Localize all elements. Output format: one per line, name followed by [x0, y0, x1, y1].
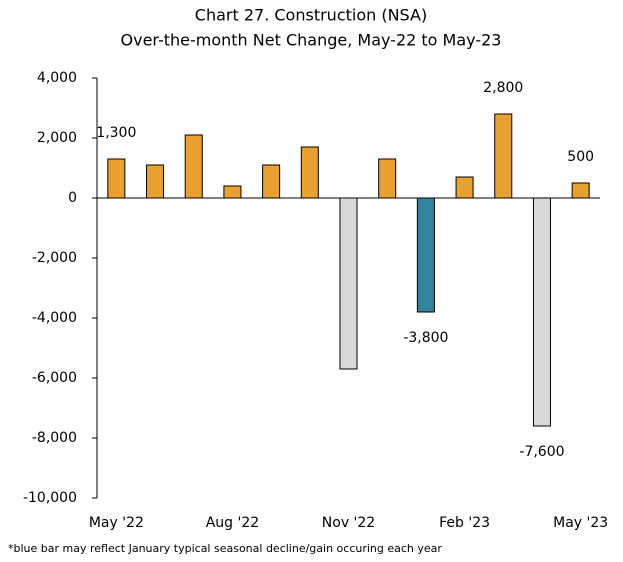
- data-label: -3,800: [403, 330, 448, 346]
- bar: [300, 146, 319, 199]
- chart-subtitle: Over-the-month Net Change, May-22 to May…: [121, 31, 502, 50]
- y-tick-label: -4,000: [32, 310, 77, 326]
- data-label: 1,300: [96, 125, 136, 141]
- bar: [107, 158, 126, 199]
- y-tick-label: 0: [68, 190, 77, 206]
- bar: [571, 182, 590, 199]
- y-tick-label: -10,000: [23, 490, 77, 506]
- bar: [223, 185, 242, 199]
- bar: [378, 158, 397, 199]
- x-tick-label: May '22: [89, 515, 144, 531]
- x-tick-label: Nov '22: [322, 515, 375, 531]
- bar: [532, 197, 551, 427]
- y-tick-label: 4,000: [37, 70, 77, 86]
- bar: [262, 164, 281, 199]
- x-tick-label: Feb '23: [439, 515, 490, 531]
- bar: [146, 164, 165, 199]
- x-tick-label: May '23: [553, 515, 608, 531]
- x-tick-label: Aug '22: [206, 515, 259, 531]
- bar: [184, 134, 203, 199]
- bar: [416, 197, 435, 313]
- footnote: *blue bar may reflect January typical se…: [8, 542, 442, 555]
- bar: [455, 176, 474, 199]
- bar: [494, 113, 513, 199]
- data-label: 500: [567, 149, 594, 165]
- y-tick-label: -6,000: [32, 370, 77, 386]
- y-tick-label: -8,000: [32, 430, 77, 446]
- chart-title: Chart 27. Construction (NSA): [195, 6, 427, 25]
- y-tick-label: 2,000: [37, 130, 77, 146]
- y-tick-label: -2,000: [32, 250, 77, 266]
- data-label: 2,800: [483, 80, 523, 96]
- data-label: -7,600: [519, 444, 564, 460]
- bar: [339, 197, 358, 370]
